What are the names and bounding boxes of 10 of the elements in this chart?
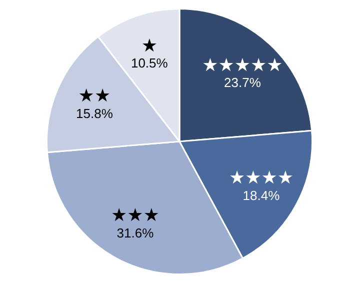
data-label: 31.6%: [116, 225, 154, 240]
data-label: 15.8%: [76, 106, 114, 122]
slice-label: ★: [141, 35, 158, 56]
slice-label: ★★★: [111, 204, 160, 226]
slice-label: ★★★★: [228, 167, 294, 188]
data-label: 10.5%: [130, 56, 168, 71]
slice-label: ★★★★★: [202, 54, 283, 76]
data-label: 23.7%: [224, 75, 262, 90]
data-label: 18.4%: [242, 188, 280, 203]
slice-label: ★★: [78, 86, 111, 107]
